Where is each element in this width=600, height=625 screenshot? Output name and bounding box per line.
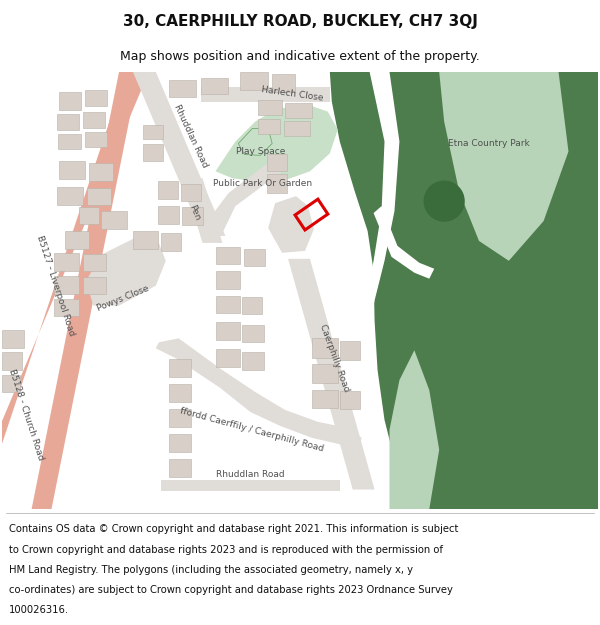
Polygon shape	[161, 479, 340, 491]
Polygon shape	[288, 259, 374, 489]
Polygon shape	[55, 299, 79, 316]
Polygon shape	[340, 341, 359, 360]
Polygon shape	[2, 331, 23, 348]
Text: Etna Country Park: Etna Country Park	[448, 139, 530, 148]
Polygon shape	[272, 74, 295, 92]
Polygon shape	[133, 231, 158, 249]
Polygon shape	[217, 322, 241, 341]
Polygon shape	[200, 78, 229, 94]
Polygon shape	[55, 253, 79, 271]
Polygon shape	[268, 196, 314, 253]
Polygon shape	[258, 119, 280, 134]
Polygon shape	[143, 124, 163, 139]
Polygon shape	[2, 352, 22, 370]
Text: 100026316.: 100026316.	[9, 606, 69, 616]
Polygon shape	[242, 352, 264, 370]
Polygon shape	[59, 92, 81, 109]
Polygon shape	[101, 211, 127, 229]
Polygon shape	[312, 338, 338, 358]
Polygon shape	[242, 326, 264, 342]
Polygon shape	[143, 144, 163, 161]
Polygon shape	[59, 161, 85, 179]
Circle shape	[424, 181, 464, 221]
Polygon shape	[312, 364, 338, 383]
Polygon shape	[58, 114, 79, 129]
Text: to Crown copyright and database rights 2023 and is reproduced with the permissio: to Crown copyright and database rights 2…	[9, 544, 443, 554]
Polygon shape	[241, 72, 268, 90]
Polygon shape	[85, 90, 107, 106]
Text: Rhuddlan Road: Rhuddlan Road	[172, 104, 209, 169]
Polygon shape	[89, 163, 113, 181]
Polygon shape	[217, 247, 241, 264]
Polygon shape	[439, 72, 568, 261]
Polygon shape	[83, 254, 106, 271]
Polygon shape	[182, 178, 223, 243]
Polygon shape	[85, 131, 107, 148]
Text: Caerphilly Road: Caerphilly Road	[319, 323, 351, 393]
Polygon shape	[340, 391, 359, 409]
Polygon shape	[285, 102, 312, 118]
Polygon shape	[65, 231, 89, 249]
Polygon shape	[133, 72, 226, 236]
Text: Pen: Pen	[187, 204, 202, 222]
Polygon shape	[169, 384, 191, 402]
Polygon shape	[83, 112, 105, 128]
Polygon shape	[58, 188, 83, 205]
Text: Public Park Or Garden: Public Park Or Garden	[212, 179, 312, 187]
Polygon shape	[169, 434, 191, 452]
Polygon shape	[200, 87, 330, 102]
Polygon shape	[83, 277, 106, 294]
Text: B5128 - Church Road: B5128 - Church Road	[8, 368, 46, 462]
Polygon shape	[2, 72, 149, 445]
Text: Play Space: Play Space	[236, 147, 285, 156]
Text: ffordd Caerffily / Caerphilly Road: ffordd Caerffily / Caerphilly Road	[179, 406, 325, 453]
Polygon shape	[158, 206, 179, 224]
Text: HM Land Registry. The polygons (including the associated geometry, namely x, y: HM Land Registry. The polygons (includin…	[9, 565, 413, 575]
Polygon shape	[267, 174, 287, 193]
Polygon shape	[182, 207, 203, 225]
Polygon shape	[86, 239, 166, 306]
Polygon shape	[217, 271, 241, 289]
Text: Contains OS data © Crown copyright and database right 2021. This information is : Contains OS data © Crown copyright and d…	[9, 524, 458, 534]
Polygon shape	[79, 207, 99, 224]
Polygon shape	[169, 409, 191, 427]
Polygon shape	[374, 206, 434, 279]
Polygon shape	[32, 72, 139, 509]
Polygon shape	[358, 72, 400, 390]
Polygon shape	[242, 297, 262, 314]
Polygon shape	[203, 153, 285, 233]
Polygon shape	[284, 121, 310, 136]
Polygon shape	[156, 338, 362, 452]
Polygon shape	[267, 154, 287, 171]
Polygon shape	[87, 188, 111, 205]
Polygon shape	[169, 459, 191, 476]
Text: Powys Close: Powys Close	[95, 284, 151, 313]
Polygon shape	[217, 349, 241, 367]
Polygon shape	[158, 181, 178, 199]
Polygon shape	[330, 72, 598, 509]
Text: 30, CAERPHILLY ROAD, BUCKLEY, CH7 3QJ: 30, CAERPHILLY ROAD, BUCKLEY, CH7 3QJ	[122, 14, 478, 29]
Text: Rhuddlan Road: Rhuddlan Road	[216, 470, 284, 479]
Polygon shape	[238, 129, 272, 156]
Polygon shape	[161, 233, 181, 251]
Polygon shape	[258, 100, 282, 114]
Polygon shape	[217, 296, 241, 314]
Text: B5127 - Liverpool Road: B5127 - Liverpool Road	[35, 234, 76, 337]
Polygon shape	[169, 359, 191, 377]
Text: Harlech Close: Harlech Close	[260, 85, 323, 102]
Polygon shape	[312, 390, 338, 408]
Polygon shape	[389, 350, 439, 509]
Polygon shape	[58, 134, 81, 149]
Polygon shape	[2, 375, 20, 392]
Polygon shape	[215, 104, 338, 181]
Polygon shape	[55, 276, 79, 294]
Polygon shape	[169, 80, 196, 97]
Text: co-ordinates) are subject to Crown copyright and database rights 2023 Ordnance S: co-ordinates) are subject to Crown copyr…	[9, 585, 453, 595]
Text: Map shows position and indicative extent of the property.: Map shows position and indicative extent…	[120, 49, 480, 62]
Polygon shape	[244, 249, 265, 266]
Polygon shape	[181, 184, 200, 201]
